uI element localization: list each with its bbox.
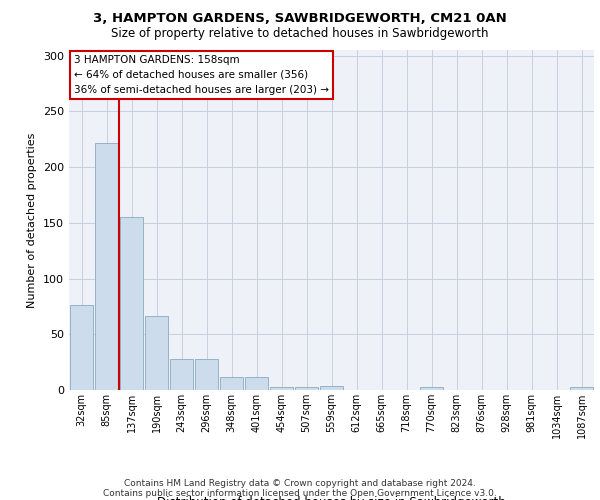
- Bar: [270, 386, 293, 390]
- Bar: [70, 306, 93, 390]
- Text: Contains public sector information licensed under the Open Government Licence v3: Contains public sector information licen…: [103, 488, 497, 498]
- Bar: [295, 386, 318, 390]
- Text: 3, HAMPTON GARDENS, SAWBRIDGEWORTH, CM21 0AN: 3, HAMPTON GARDENS, SAWBRIDGEWORTH, CM21…: [93, 12, 507, 26]
- Y-axis label: Number of detached properties: Number of detached properties: [28, 132, 37, 308]
- Text: 3 HAMPTON GARDENS: 158sqm
← 64% of detached houses are smaller (356)
36% of semi: 3 HAMPTON GARDENS: 158sqm ← 64% of detac…: [74, 55, 329, 94]
- Bar: [245, 376, 268, 390]
- Bar: [320, 386, 343, 390]
- Bar: [170, 359, 193, 390]
- Text: Size of property relative to detached houses in Sawbridgeworth: Size of property relative to detached ho…: [111, 28, 489, 40]
- Bar: [220, 376, 243, 390]
- Text: Contains HM Land Registry data © Crown copyright and database right 2024.: Contains HM Land Registry data © Crown c…: [124, 478, 476, 488]
- Bar: [145, 316, 168, 390]
- Bar: [120, 217, 143, 390]
- Bar: [420, 386, 443, 390]
- Bar: [95, 142, 118, 390]
- Bar: [195, 359, 218, 390]
- X-axis label: Distribution of detached houses by size in Sawbridgeworth: Distribution of detached houses by size …: [157, 496, 506, 500]
- Bar: [570, 386, 593, 390]
